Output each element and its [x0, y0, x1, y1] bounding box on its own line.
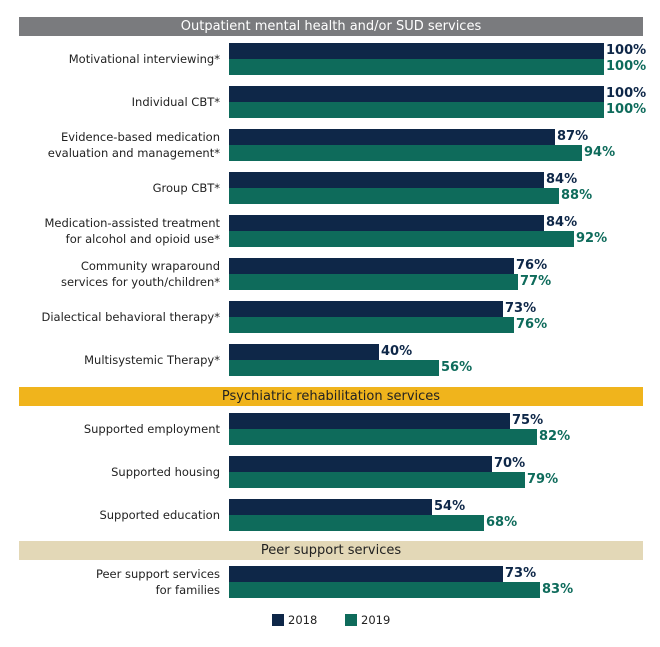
value-label-2019: 92% — [576, 231, 608, 246]
value-label-2018: 84% — [546, 215, 578, 230]
category-label-line: Individual CBT* — [131, 95, 220, 109]
bar-2019 — [229, 145, 582, 161]
value-label-2019: 82% — [539, 429, 571, 444]
bar-2018 — [229, 43, 604, 59]
bar-2018 — [229, 456, 492, 472]
category-label-line: Motivational interviewing* — [68, 52, 220, 66]
category-label-line: Peer support services — [95, 567, 220, 581]
category-label-line: Multisystemic Therapy* — [84, 353, 220, 367]
value-label-2018: 40% — [381, 344, 413, 359]
value-label-2018: 87% — [557, 129, 589, 144]
value-label-2018: 54% — [434, 499, 466, 514]
bar-2019 — [229, 582, 540, 598]
category-label-line: Group CBT* — [152, 181, 220, 195]
legend-swatch — [345, 614, 357, 626]
value-label-2018: 73% — [505, 566, 537, 581]
value-label-2019: 100% — [606, 59, 647, 74]
value-label-2019: 94% — [584, 145, 616, 160]
bar-2019 — [229, 317, 514, 333]
bar-2018 — [229, 129, 555, 145]
category-label: Individual CBT* — [0, 94, 220, 110]
bar-2019 — [229, 231, 574, 247]
section-header: Outpatient mental health and/or SUD serv… — [19, 17, 643, 36]
bar-2018 — [229, 215, 544, 231]
category-label-line: for families — [155, 583, 220, 597]
category-label: Group CBT* — [0, 180, 220, 196]
legend-item-2019: 2019 — [345, 613, 390, 627]
value-label-2019: 79% — [527, 472, 559, 487]
category-label: Supported employment — [0, 421, 220, 437]
legend-item-2018: 2018 — [272, 613, 317, 627]
bar-2018 — [229, 86, 604, 102]
category-label: Medication-assisted treatment for alcohol… — [0, 215, 221, 247]
value-label-2019: 77% — [520, 274, 552, 289]
category-label: Community wraparound services for youth/c… — [0, 258, 220, 290]
category-label-line: Evidence-based medication — [60, 130, 220, 144]
category-label-line: Supported education — [99, 508, 220, 522]
value-label-2018: 73% — [505, 301, 537, 316]
bar-2018 — [229, 344, 379, 360]
category-label: Motivational interviewing* — [0, 51, 220, 67]
bar-2019 — [229, 429, 537, 445]
bar-2018 — [229, 566, 503, 582]
section-header: Peer support services — [19, 541, 643, 560]
category-label-line: Community wraparound — [80, 259, 220, 273]
bar-2018 — [229, 413, 510, 429]
value-label-2018: 100% — [606, 86, 647, 101]
bar-2019 — [229, 59, 604, 75]
value-label-2019: 68% — [486, 515, 518, 530]
legend-swatch — [272, 614, 284, 626]
bar-2019 — [229, 188, 559, 204]
category-label-line: Supported employment — [83, 422, 220, 436]
category-label: Dialectical behavioral therapy* — [0, 309, 221, 325]
category-label-line: Supported housing — [111, 465, 220, 479]
legend-label: 2019 — [361, 613, 391, 627]
value-label-2019: 88% — [561, 188, 593, 203]
value-label-2019: 56% — [441, 360, 473, 375]
bar-2018 — [229, 172, 544, 188]
bar-2019 — [229, 102, 604, 118]
value-label-2018: 70% — [494, 456, 526, 471]
value-label-2018: 76% — [516, 258, 548, 273]
category-label: Supported housing — [0, 464, 220, 480]
category-label-line: evaluation and management* — [47, 146, 220, 160]
bar-2019 — [229, 274, 518, 290]
bar-2019 — [229, 515, 484, 531]
value-label-2018: 75% — [512, 413, 544, 428]
value-label-2019: 100% — [606, 102, 647, 117]
category-label: Evidence-based medication evaluation and … — [0, 129, 220, 161]
value-label-2019: 76% — [516, 317, 548, 332]
bar-2018 — [229, 499, 432, 515]
bar-2018 — [229, 301, 503, 317]
value-label-2018: 100% — [606, 43, 647, 58]
category-label-line: for alcohol and opioid use* — [65, 232, 220, 246]
category-label-line: Dialectical behavioral therapy* — [41, 310, 221, 324]
section-header: Psychiatric rehabilitation services — [19, 387, 643, 406]
value-label-2019: 83% — [542, 582, 574, 597]
bar-2019 — [229, 472, 525, 488]
category-label: Peer support services for families — [0, 566, 220, 598]
value-label-2018: 84% — [546, 172, 578, 187]
category-label: Supported education — [0, 507, 220, 523]
bar-2019 — [229, 360, 439, 376]
category-label: Multisystemic Therapy* — [0, 352, 220, 368]
category-label-line: Medication-assisted treatment — [44, 216, 221, 230]
category-label-line: services for youth/children* — [60, 275, 220, 289]
legend-label: 2018 — [288, 613, 318, 627]
bar-2018 — [229, 258, 514, 274]
